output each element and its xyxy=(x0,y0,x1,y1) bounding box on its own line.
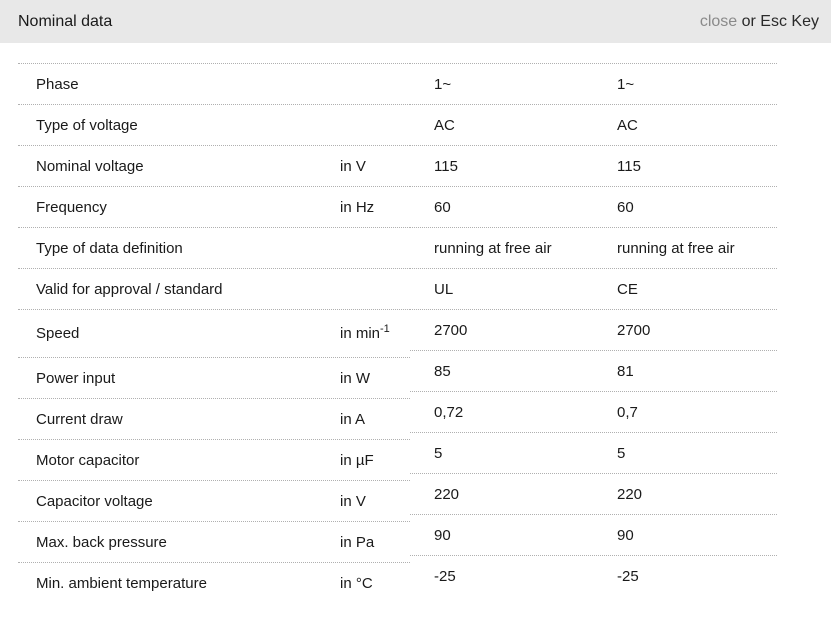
table-area: Phase Type of voltage Nominal voltage in V F… xyxy=(18,63,777,603)
spec-value-col2: 81 xyxy=(617,362,634,380)
spec-value-col1: 85 xyxy=(434,362,451,380)
spec-values-row: 90 90 xyxy=(410,514,777,555)
spec-row: Frequency in Hz xyxy=(18,186,410,227)
spec-value-col1: running at free air xyxy=(434,239,552,257)
spec-unit: in V xyxy=(340,157,366,175)
spec-value-col2: 1~ xyxy=(617,75,635,93)
spec-values-row: running at free air running at free air xyxy=(410,227,777,268)
spec-row: Type of data definition xyxy=(18,227,410,268)
dialog-title: Nominal data xyxy=(18,12,113,30)
spec-label: Motor capacitor xyxy=(36,451,140,469)
spec-unit: in W xyxy=(340,369,370,387)
spec-values-row: 60 60 xyxy=(410,186,777,227)
spec-values-row: 85 81 xyxy=(410,350,777,391)
spec-label: Type of data definition xyxy=(36,239,183,257)
dialog-header: Nominal data close or Esc Key xyxy=(0,0,831,43)
spec-unit: in A xyxy=(340,410,366,428)
spec-value-col2: 90 xyxy=(617,526,634,544)
spec-value-col1: 1~ xyxy=(434,75,452,93)
spec-value-col1: UL xyxy=(434,280,454,298)
spec-row: Speed in min-1 xyxy=(18,309,410,357)
spec-value-col1: 5 xyxy=(434,444,443,462)
spec-row: Max. back pressure in Pa xyxy=(18,521,410,562)
spec-row: Type of voltage xyxy=(18,104,410,145)
spec-value-col2: 2700 xyxy=(617,321,651,339)
spec-label: Phase xyxy=(36,75,79,93)
spec-unit-superscript: -1 xyxy=(380,323,390,335)
spec-values-row: UL CE xyxy=(410,268,777,309)
spec-value-col2: 60 xyxy=(617,198,634,216)
spec-label: Nominal voltage xyxy=(36,157,144,175)
spec-values-row: 220 220 xyxy=(410,473,777,514)
spec-values-row: 1~ 1~ xyxy=(410,63,777,104)
spec-value-col2: running at free air xyxy=(617,239,735,257)
spec-value-col1: 115 xyxy=(434,157,458,175)
spec-label: Current draw xyxy=(36,410,123,428)
spec-row: Valid for approval / standard xyxy=(18,268,410,309)
spec-value-col1: 2700 xyxy=(434,321,468,339)
spec-row: Capacitor voltage in V xyxy=(18,480,410,521)
spec-unit: in µF xyxy=(340,451,374,469)
spec-value-col2: 0,7 xyxy=(617,403,638,421)
spec-value-col2: CE xyxy=(617,280,638,298)
spec-row: Motor capacitor in µF xyxy=(18,439,410,480)
spec-value-col2: AC xyxy=(617,116,638,134)
spec-unit: in Hz xyxy=(340,198,375,216)
spec-row: Phase xyxy=(18,63,410,104)
spec-unit: in V xyxy=(340,492,366,510)
spec-value-col1: 220 xyxy=(434,485,460,503)
close-area: close or Esc Key xyxy=(700,13,819,31)
spec-row: Min. ambient temperature in °C xyxy=(18,562,410,603)
nominal-data-dialog: Nominal data close or Esc Key Phase Type … xyxy=(0,0,831,603)
close-hint: or Esc Key xyxy=(737,12,819,30)
spec-value-col1: 60 xyxy=(434,198,451,216)
spec-row: Power input in W xyxy=(18,357,410,398)
spec-label: Frequency xyxy=(36,198,107,216)
spec-value-col2: 5 xyxy=(617,444,626,462)
spec-values-row: 115 115 xyxy=(410,145,777,186)
spec-value-col1: 90 xyxy=(434,526,451,544)
spec-value-col2: 220 xyxy=(617,485,643,503)
spec-unit: in °C xyxy=(340,574,373,592)
spec-label: Type of voltage xyxy=(36,116,138,134)
spec-values-row: 2700 2700 xyxy=(410,309,777,350)
spec-values-row: AC AC xyxy=(410,104,777,145)
spec-label: Speed xyxy=(36,325,80,342)
values-table: 1~ 1~ AC AC 115 115 60 60 running at free air run… xyxy=(410,63,777,596)
spec-unit: in Pa xyxy=(340,533,375,551)
spec-label: Power input xyxy=(36,369,116,387)
close-link[interactable]: close xyxy=(699,12,738,30)
spec-label: Valid for approval / standard xyxy=(36,280,223,298)
spec-values-row: -25 -25 xyxy=(410,555,777,596)
spec-value-col1: -25 xyxy=(434,567,456,585)
spec-value-col2: 115 xyxy=(617,157,641,175)
spec-label: Capacitor voltage xyxy=(36,492,153,510)
labels-units-table: Phase Type of voltage Nominal voltage in V F… xyxy=(18,63,410,603)
spec-value-col1: AC xyxy=(434,116,455,134)
spec-label: Max. back pressure xyxy=(36,533,167,551)
spec-row: Nominal voltage in V xyxy=(18,145,410,186)
spec-row: Current draw in A xyxy=(18,398,410,439)
spec-value-col1: 0,72 xyxy=(434,403,464,421)
spec-label: Min. ambient temperature xyxy=(36,574,207,592)
spec-unit: in min-1 xyxy=(340,323,390,343)
spec-value-col2: -25 xyxy=(617,567,639,585)
spec-values-row: 0,72 0,7 xyxy=(410,391,777,432)
